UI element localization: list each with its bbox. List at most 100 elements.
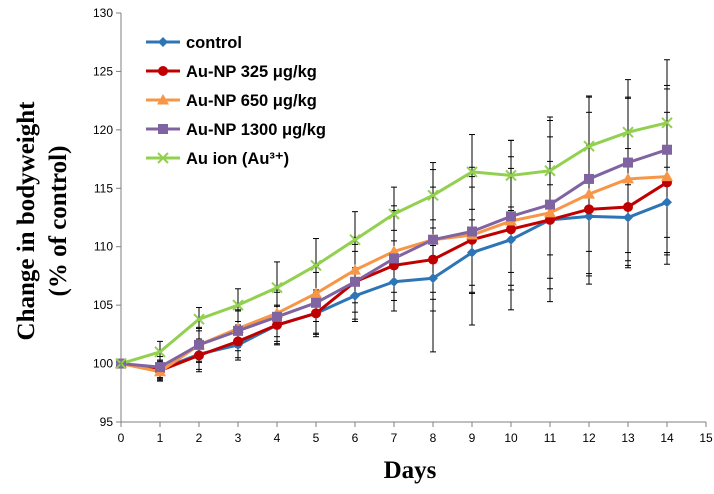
y-tick-label: 125 xyxy=(93,64,113,78)
data-point-marker xyxy=(584,204,594,215)
data-point-marker xyxy=(623,201,633,212)
x-tick-label: 7 xyxy=(391,431,398,445)
data-point-marker xyxy=(583,140,595,152)
data-point-marker xyxy=(389,276,399,287)
x-tick-label: 12 xyxy=(582,431,596,445)
series-markers xyxy=(115,117,673,377)
data-point-marker xyxy=(428,234,438,245)
data-point-marker xyxy=(506,234,516,245)
data-point-marker xyxy=(467,247,477,258)
data-point-marker xyxy=(545,214,555,225)
data-point-marker xyxy=(193,313,205,325)
x-marker-stroke xyxy=(232,299,244,311)
x-tick-label: 3 xyxy=(235,431,242,445)
x-tick-label: 13 xyxy=(621,431,635,445)
y-tick-label: 95 xyxy=(100,415,114,429)
data-point-marker xyxy=(272,311,282,322)
data-point-marker xyxy=(233,325,243,336)
x-tick-label: 4 xyxy=(274,431,281,445)
legend-label: Au-NP 325 μg/kg xyxy=(186,63,317,81)
data-point-marker xyxy=(350,276,360,287)
x-tick-label: 0 xyxy=(118,431,125,445)
x-tick-label: 10 xyxy=(504,431,518,445)
data-point-marker xyxy=(623,157,633,168)
x-tick-label: 2 xyxy=(196,431,203,445)
data-point-marker xyxy=(622,172,634,184)
x-tick-label: 15 xyxy=(699,431,713,445)
x-marker-stroke xyxy=(427,189,439,202)
legend-item: Au ion (Au³⁺) xyxy=(146,150,289,168)
legend-swatch-marker xyxy=(157,94,169,105)
y-axis-title-line2: (% of control) xyxy=(45,146,72,297)
y-tick-label: 100 xyxy=(93,357,113,371)
y-tick-label: 115 xyxy=(94,181,113,195)
x-marker-stroke xyxy=(505,169,517,182)
data-point-marker xyxy=(584,211,594,222)
x-tick-label: 14 xyxy=(660,431,674,445)
x-axis-title: Days xyxy=(384,457,437,484)
legend-label: Au-NP 650 μg/kg xyxy=(186,92,317,110)
data-point-marker xyxy=(544,206,556,218)
y-tick-label: 110 xyxy=(94,240,113,254)
legend-label: control xyxy=(186,34,242,52)
data-point-marker xyxy=(311,297,321,308)
data-point-marker xyxy=(428,254,438,265)
data-point-marker xyxy=(194,350,204,361)
x-marker-stroke xyxy=(349,233,361,246)
x-tick-label: 1 xyxy=(157,431,164,445)
data-point-marker xyxy=(194,339,204,350)
data-point-marker xyxy=(662,197,672,208)
y-tick-label: 130 xyxy=(93,6,113,20)
legend-item: control xyxy=(146,34,242,52)
data-point-marker xyxy=(506,211,516,222)
data-point-marker xyxy=(389,253,399,264)
data-point-marker xyxy=(154,346,166,358)
data-point-marker xyxy=(428,273,438,284)
x-marker-stroke xyxy=(466,166,478,178)
x-marker-stroke xyxy=(583,140,595,152)
data-point-marker xyxy=(583,188,595,199)
y-tick-label: 105 xyxy=(93,298,113,312)
legend-swatch-marker xyxy=(158,124,168,134)
data-point-marker xyxy=(466,166,478,178)
data-point-marker xyxy=(310,259,322,272)
x-marker-stroke xyxy=(661,117,673,129)
x-tick-label: 6 xyxy=(352,431,359,445)
data-point-marker xyxy=(467,226,477,237)
data-point-marker xyxy=(505,169,517,182)
data-point-marker xyxy=(544,165,556,177)
x-marker-stroke xyxy=(193,313,205,325)
legend-label: Au ion (Au³⁺) xyxy=(186,150,289,168)
x-tick-label: 9 xyxy=(469,431,476,445)
data-point-marker xyxy=(623,212,633,223)
x-tick-label: 8 xyxy=(430,431,437,445)
data-point-marker xyxy=(155,362,165,373)
data-point-marker xyxy=(388,245,400,256)
x-marker-stroke xyxy=(622,126,634,138)
legend-item: Au-NP 650 μg/kg xyxy=(146,92,317,110)
x-marker-stroke xyxy=(271,281,283,294)
y-tick-label: 120 xyxy=(93,123,113,137)
data-point-marker xyxy=(622,126,634,138)
data-point-marker xyxy=(506,224,516,235)
data-point-marker xyxy=(349,233,361,246)
legend-label: Au-NP 1300 μg/kg xyxy=(186,121,326,139)
x-marker-stroke xyxy=(157,152,169,164)
legend-item: Au-NP 325 μg/kg xyxy=(146,63,317,81)
x-tick-label: 5 xyxy=(313,431,320,445)
data-point-marker xyxy=(661,117,673,129)
y-axis-title-line1: Change in bodyweight xyxy=(13,101,40,341)
data-point-marker xyxy=(388,208,400,220)
legend-swatch-marker xyxy=(157,152,169,164)
data-point-marker xyxy=(661,170,673,182)
data-point-marker xyxy=(662,144,672,155)
data-point-marker xyxy=(584,173,594,184)
x-marker-stroke xyxy=(310,259,322,272)
data-point-marker xyxy=(349,264,361,275)
legend-item: Au-NP 1300 μg/kg xyxy=(146,121,326,139)
data-point-marker xyxy=(232,299,244,311)
legend-swatch-marker xyxy=(158,37,168,47)
x-marker-stroke xyxy=(388,208,400,220)
